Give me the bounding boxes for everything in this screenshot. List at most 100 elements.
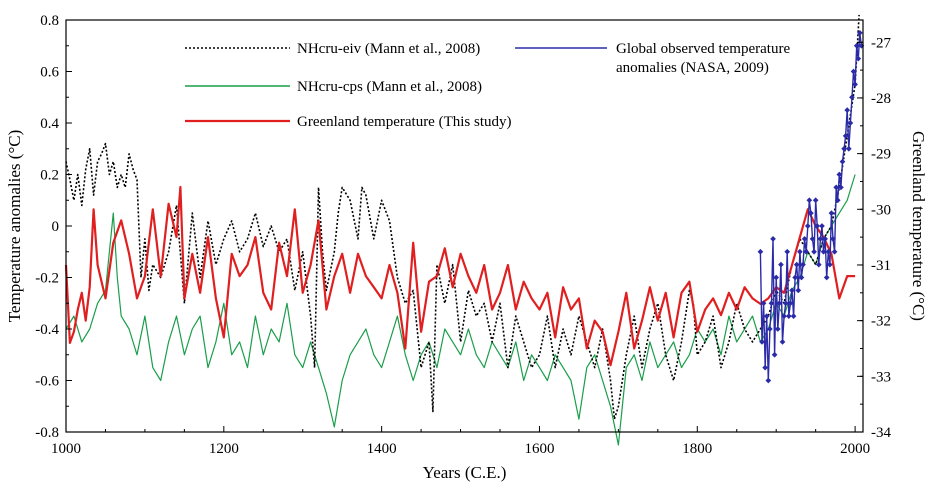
series-point [763,313,770,319]
series-point [841,145,847,152]
series-point [800,261,806,268]
series-point [833,184,839,191]
series-point [781,313,787,319]
y-tick-label: 0.4 [40,116,59,132]
legend-label-0: NHcru-eiv (Mann et al., 2008) [297,41,480,57]
x-tick-label: 2000 [840,441,870,457]
series-point [812,197,819,204]
series-point [847,120,854,126]
series-point [850,68,857,75]
y-tick-label: 0.6 [40,65,59,81]
series-point [828,210,835,216]
series-point [778,261,784,268]
y-tick-label: 0.2 [40,168,59,184]
series-point [825,248,832,255]
y-tick-label: -0.4 [35,322,59,338]
series-point [815,261,822,268]
series-point [830,236,836,242]
series-point [817,236,824,242]
series-point [797,248,803,255]
series-point [790,313,797,319]
series-point [757,248,764,255]
legend: NHcru-eiv (Mann et al., 2008) NHcru-cps (… [185,41,790,130]
series-point [844,107,851,113]
series-point [827,261,833,268]
series-point [767,326,773,332]
y2-tick-label: -28 [871,91,891,107]
series-point [773,274,780,281]
series-point [819,223,825,229]
y2-tick-label: -31 [871,258,891,274]
y2-axis-title: Greenland temperature (°C) [909,131,928,321]
x-tick-label: 1600 [524,441,554,457]
x-axis-title: Years (C.E.) [423,463,507,482]
series-point [804,223,811,229]
series-point [784,248,791,255]
series-point [806,197,813,204]
y-tick-label: -0.8 [35,425,59,441]
series-point [770,236,776,242]
series-point [760,300,767,307]
series-point [768,300,775,307]
series-point [795,287,802,294]
series-line-2 [64,185,856,367]
series-point [823,274,830,281]
series-point [842,133,849,139]
series-point [852,81,858,88]
series-point [836,171,843,178]
series-point [857,30,863,36]
series-point [839,158,846,165]
series-point [831,248,838,255]
series-point [853,42,860,49]
x-tick-label: 1800 [682,441,712,457]
series-point [782,300,789,307]
series-point [774,326,781,332]
y2-tick-label: -32 [871,314,891,330]
series-point [803,248,810,255]
series-point [811,248,817,255]
series-line-1 [65,174,856,446]
series-point [785,313,792,319]
series-point [834,197,841,204]
series-point [793,261,800,268]
series-point [798,274,805,281]
y2-tick-label: -34 [871,425,891,441]
plot-lines [64,14,865,446]
y2-tick-label: -30 [871,202,891,218]
series-point [838,184,844,191]
series-point [787,300,794,307]
series-point [776,300,783,307]
y2-tick-label: -29 [871,147,891,163]
series-point [855,55,862,62]
x-tick-label: 1000 [51,441,81,457]
y2-tick-label: -27 [871,35,891,51]
legend-label-2: Greenland temperature (This study) [297,114,512,130]
x-tick-label: 1200 [209,441,239,457]
series-point [789,287,795,294]
y-tick-label: -0.2 [35,271,59,287]
series-point [771,351,778,358]
series-line-0 [65,14,860,420]
y-axis-title: Temperature anomalies (°C) [5,130,24,323]
y2-tick-label: -33 [871,369,891,385]
axes: 1000 1200 1400 1600 1800 2000 -0.8 -0.6 -0.4 -0.2… [35,13,891,457]
y-tick-label: 0 [52,219,60,235]
series-point [808,210,814,216]
x-tick-label: 1400 [367,441,397,457]
series-point [779,339,786,345]
series-point [801,236,808,242]
series-point [792,274,798,281]
series-point [762,364,768,371]
y-tick-label: 0.8 [40,13,59,29]
legend-label-3: Global observed temperature anomalies (NA… [616,41,790,76]
y-tick-label: -0.6 [35,374,59,390]
series-line-3 [759,32,863,382]
series-point [765,377,772,384]
series-point [845,145,852,152]
series-point [809,236,816,242]
series-point [849,94,855,101]
series-point [820,248,827,255]
series-point [814,223,821,229]
legend-label-1: NHcru-cps (Mann et al., 2008) [297,79,482,95]
